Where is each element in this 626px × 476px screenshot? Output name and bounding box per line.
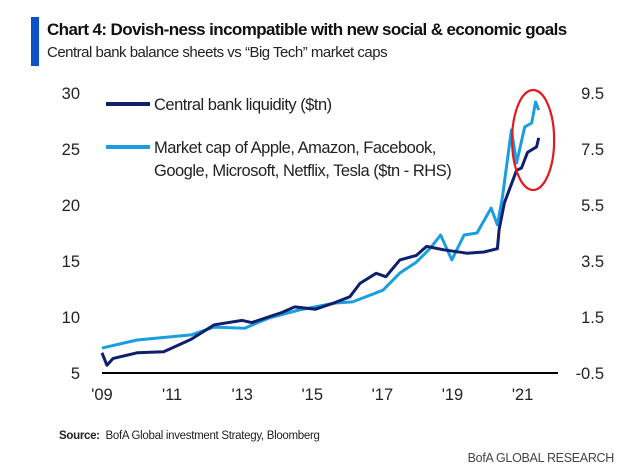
left-tick-label: 5 — [71, 365, 80, 383]
x-tick-label: '09 — [91, 386, 113, 404]
x-tick-label: '11 — [162, 386, 182, 404]
right-tick-label: 9.5 — [581, 85, 604, 103]
left-tick-label: 15 — [62, 253, 80, 271]
left-axis-ticks: 30 25 20 15 10 5 — [62, 85, 80, 383]
legend: Central bank liquidity ($tn) Market cap … — [106, 96, 452, 180]
right-tick-label: 7.5 — [581, 141, 604, 159]
right-tick-label: -0.5 — [576, 365, 604, 383]
right-tick-label: 5.5 — [581, 197, 604, 215]
legend-label-big-tech-line2: Google, Microsoft, Netflix, Tesla ($tn -… — [154, 162, 451, 180]
series-lines — [100, 100, 541, 367]
x-tick-label: '21 — [512, 386, 534, 404]
highlight-ellipse — [510, 88, 556, 192]
source-note: Source: BofA Global investment Strategy,… — [59, 430, 320, 442]
source-label: Source: — [59, 430, 100, 442]
left-tick-label: 10 — [62, 309, 80, 327]
series-line-big-tech — [101, 100, 541, 350]
left-tick-label: 25 — [62, 141, 80, 159]
right-tick-label: 3.5 — [581, 253, 604, 271]
left-tick-label: 30 — [62, 85, 80, 103]
source-text: BofA Global investment Strategy, Bloombe… — [105, 430, 320, 442]
brand-footer: BofA GLOBAL RESEARCH — [467, 451, 615, 465]
series-line-central-bank — [100, 137, 541, 367]
x-axis-ticks: '09 '11 '13 '15 '17 '19 '21 — [91, 386, 533, 404]
right-tick-label: 1.5 — [581, 309, 604, 327]
legend-label-central-bank: Central bank liquidity ($tn) — [154, 96, 332, 114]
x-tick-label: '19 — [442, 386, 464, 404]
left-tick-label: 20 — [62, 197, 80, 215]
x-tick-label: '15 — [302, 386, 324, 404]
chart-subtitle: Central bank balance sheets vs “Big Tech… — [47, 44, 388, 61]
title-accent-bar — [31, 17, 39, 66]
x-tick-label: '17 — [372, 386, 394, 404]
right-axis-ticks: 9.5 7.5 5.5 3.5 1.5 -0.5 — [576, 85, 604, 383]
chart-title: Chart 4: Dovish-ness incompatible with n… — [47, 20, 567, 39]
legend-label-big-tech-line1: Market cap of Apple, Amazon, Facebook, — [154, 139, 436, 157]
x-tick-label: '13 — [231, 386, 253, 404]
